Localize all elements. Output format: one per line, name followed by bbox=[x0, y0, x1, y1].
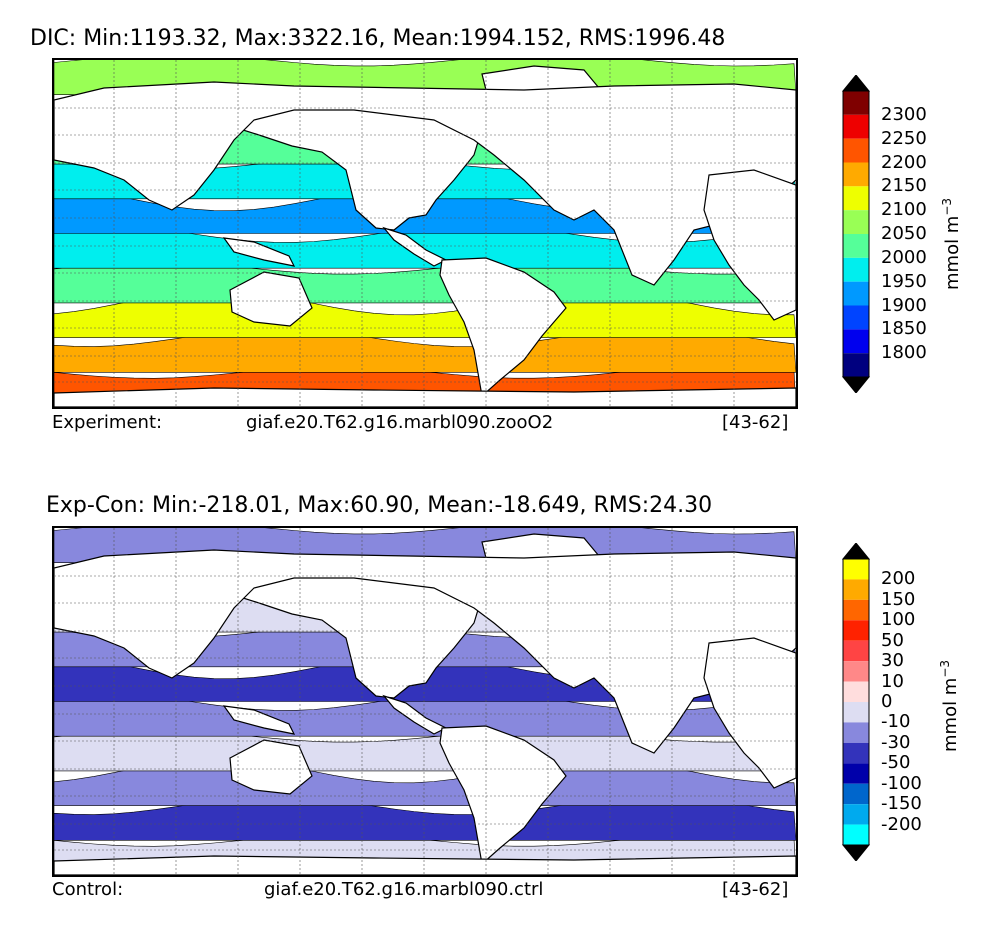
p2-colorbar-tick-label: -200 bbox=[881, 813, 922, 835]
panel2-map-svg bbox=[54, 528, 796, 875]
p2-colorbar-tick-label: -150 bbox=[881, 793, 922, 815]
panel2-control-label: Control: bbox=[52, 879, 124, 900]
p2-colorbar-tick-label: -30 bbox=[881, 731, 911, 753]
p1-colorbar-tick-label: 2200 bbox=[881, 151, 927, 173]
p2-colorbar-swatch-6 bbox=[843, 681, 869, 702]
panel2-unit-text: mmol m bbox=[940, 677, 961, 752]
p1-land-australia bbox=[229, 271, 313, 327]
p1-land-antarctica bbox=[54, 387, 796, 407]
p2-colorbar-tick-label: 50 bbox=[881, 629, 904, 651]
p2-colorbar-over-arrow bbox=[841, 542, 871, 560]
p1-colorbar-swatch-7 bbox=[843, 257, 869, 282]
p2-colorbar-under-arrow bbox=[841, 844, 871, 862]
p2-colorbar-swatch-5 bbox=[843, 661, 869, 682]
p1-colorbar-tick-label: 2150 bbox=[881, 175, 927, 197]
p2-land-africa bbox=[703, 637, 796, 789]
panel1-colorbar-svg bbox=[841, 74, 871, 394]
p2-land-indonesia bbox=[222, 705, 296, 735]
panel1-unit-text: mmol m bbox=[942, 215, 963, 290]
p1-colorbar-tick-label: 2100 bbox=[881, 199, 927, 221]
p1-colorbar-tick-label: 1950 bbox=[881, 270, 927, 292]
p1-colorbar-tick-label: 2300 bbox=[881, 103, 927, 125]
p1-land-central-america bbox=[382, 226, 448, 267]
p2-colorbar-swatch-12 bbox=[843, 804, 869, 825]
p1-land-indonesia bbox=[222, 237, 296, 267]
p2-colorbar-swatch-8 bbox=[843, 722, 869, 743]
panel1-unit-exp: −3 bbox=[940, 197, 954, 216]
p2-colorbar-swatch-10 bbox=[843, 763, 869, 784]
p2-colorbar-swatch-2 bbox=[843, 599, 869, 621]
p1-colorbar-swatch-3 bbox=[843, 162, 869, 187]
p2-colorbar-swatch-0 bbox=[843, 559, 869, 580]
p1-colorbar-swatch-9 bbox=[843, 305, 869, 330]
p1-colorbar-tick-label: 2000 bbox=[881, 246, 927, 268]
p1-colorbar-under-arrow bbox=[841, 376, 871, 394]
p1-colorbar-tick-label: 2050 bbox=[881, 223, 927, 244]
p1-colorbar-tick-label: 1900 bbox=[881, 294, 927, 316]
p1-colorbar-tick-label: 1800 bbox=[881, 342, 927, 364]
p1-colorbar-swatch-8 bbox=[843, 281, 869, 306]
p1-colorbar-swatch-0 bbox=[843, 91, 869, 115]
panel2-colorbar bbox=[836, 542, 876, 862]
p1-colorbar-swatch-1 bbox=[843, 114, 869, 139]
p1-colorbar-over-arrow bbox=[841, 74, 871, 92]
p2-colorbar-swatch-1 bbox=[843, 579, 869, 600]
p2-colorbar-tick-label: -10 bbox=[881, 711, 911, 733]
panel2-title: Exp-Con: Min:-218.01, Max:60.90, Mean:-1… bbox=[46, 493, 713, 518]
p1-colorbar-swatch-10 bbox=[843, 329, 869, 354]
panel1-colorbar bbox=[836, 74, 876, 394]
p2-colorbar-swatch-7 bbox=[843, 702, 869, 723]
panel2-year-range: [43-62] bbox=[722, 879, 789, 900]
p2-land-antarctica bbox=[54, 855, 796, 875]
p1-land-south-america bbox=[439, 257, 567, 398]
p2-colorbar-tick-label: 150 bbox=[881, 588, 916, 610]
p2-land-central-america bbox=[382, 694, 448, 735]
p2-colorbar-tick-label: -50 bbox=[881, 752, 911, 774]
panel2-colorbar-svg bbox=[841, 542, 871, 862]
p1-colorbar-swatch-5 bbox=[843, 210, 869, 234]
p1-colorbar-swatch-2 bbox=[843, 138, 869, 163]
panel1-experiment-case: giaf.e20.T62.g16.marbl090.zooO2 bbox=[246, 412, 554, 433]
p2-colorbar-tick-label: 0 bbox=[881, 691, 893, 712]
panel1-year-range: [43-62] bbox=[722, 412, 789, 433]
p1-colorbar-tick-label: 2250 bbox=[881, 127, 927, 149]
panel1-map bbox=[52, 58, 798, 409]
p2-colorbar-tick-label: 10 bbox=[881, 670, 904, 692]
p1-colorbar-swatch-11 bbox=[843, 353, 869, 377]
panel2-colorbar-unit: mmol m−3 bbox=[938, 660, 961, 752]
p1-colorbar-swatch-6 bbox=[843, 234, 869, 258]
p2-colorbar-swatch-13 bbox=[843, 824, 869, 845]
p1-land-africa bbox=[703, 169, 796, 321]
p2-land-eurasia bbox=[54, 549, 796, 754]
p1-colorbar-tick-label: 1850 bbox=[881, 318, 927, 340]
p1-land-eurasia bbox=[54, 81, 796, 286]
panel1-map-svg bbox=[54, 60, 796, 407]
p2-colorbar-tick-label: -100 bbox=[881, 772, 922, 794]
p2-colorbar-swatch-11 bbox=[843, 783, 869, 805]
panel2-control-case: giaf.e20.T62.g16.marbl090.ctrl bbox=[264, 879, 544, 900]
panel2-unit-exp: −3 bbox=[938, 659, 952, 678]
p2-colorbar-swatch-4 bbox=[843, 640, 869, 662]
panel1-experiment-label: Experiment: bbox=[52, 412, 163, 433]
p2-colorbar-tick-label: 100 bbox=[881, 609, 916, 631]
p2-land-south-america bbox=[439, 725, 567, 866]
panel2-map bbox=[52, 526, 798, 877]
panel1-colorbar-unit: mmol m−3 bbox=[940, 198, 963, 290]
p2-colorbar-tick-label: 30 bbox=[881, 650, 904, 672]
p2-land-australia bbox=[229, 739, 313, 795]
p2-colorbar-swatch-9 bbox=[843, 742, 869, 764]
p2-colorbar-swatch-3 bbox=[843, 620, 869, 641]
p1-colorbar-swatch-4 bbox=[843, 186, 869, 211]
panel1-title: DIC: Min:1193.32, Max:3322.16, Mean:1994… bbox=[30, 26, 726, 51]
p2-colorbar-tick-label: 200 bbox=[881, 568, 916, 590]
